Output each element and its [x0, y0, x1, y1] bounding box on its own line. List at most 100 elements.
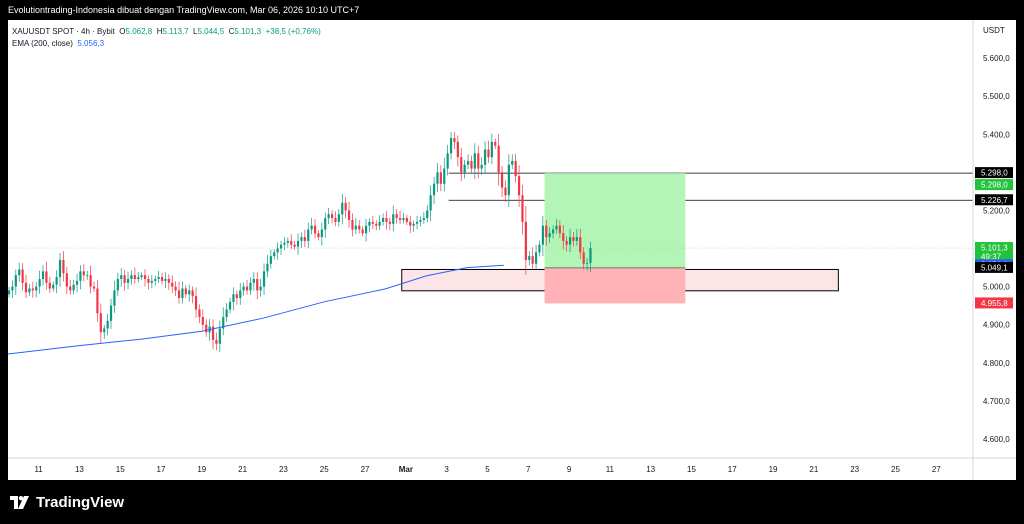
candle-body	[215, 339, 218, 344]
candle-body	[167, 278, 170, 283]
candle-body	[361, 229, 364, 234]
candle	[589, 241, 592, 273]
candle	[191, 286, 194, 304]
candle	[65, 266, 68, 295]
candle	[82, 263, 85, 282]
candle	[341, 193, 344, 224]
time-tick-label: 21	[809, 465, 818, 474]
ema-label[interactable]: EMA (200, close)	[12, 39, 73, 48]
candle-body	[419, 219, 422, 222]
candle-body	[86, 275, 89, 276]
footer-bar: TradingView	[0, 480, 1024, 524]
candle	[259, 279, 262, 297]
candle-body	[589, 248, 592, 263]
candle	[198, 304, 201, 324]
candle	[517, 165, 521, 207]
candle	[99, 303, 102, 344]
candle	[55, 270, 58, 294]
price-badge-black: 5.049,1	[975, 261, 1013, 273]
time-tick-label: 23	[279, 465, 288, 474]
tradingview-logo[interactable]: TradingView	[10, 494, 124, 511]
candle-body	[392, 214, 395, 224]
candle	[446, 144, 449, 176]
candle-body	[181, 288, 184, 299]
candle	[504, 180, 507, 203]
chart-panel[interactable]: USDT5.600,05.500,05.400,05.300,05.200,05…	[8, 20, 1016, 480]
candle	[181, 281, 184, 304]
candle	[303, 229, 306, 248]
candle-body	[133, 275, 136, 279]
high-value: 5.113,7	[162, 27, 189, 36]
candle-body	[514, 160, 517, 177]
candle-body	[126, 278, 130, 283]
candle	[409, 215, 412, 234]
candle-body	[409, 221, 412, 226]
candle	[531, 247, 534, 270]
candle-body	[198, 309, 201, 318]
candle-body	[31, 288, 34, 291]
candle	[58, 252, 62, 288]
candle-body	[517, 176, 521, 196]
candle	[392, 205, 395, 232]
candle	[8, 287, 11, 298]
close-label: C	[228, 27, 235, 36]
candle-body	[381, 218, 385, 222]
candle-body	[211, 326, 215, 340]
candle	[89, 265, 92, 294]
candle	[239, 283, 242, 305]
candle-body	[385, 218, 388, 222]
candle-body	[262, 271, 266, 287]
candle	[453, 132, 456, 150]
candle	[364, 218, 368, 242]
price-chart[interactable]: USDT5.600,05.500,05.400,05.300,05.200,05…	[8, 20, 1016, 480]
candle	[388, 217, 391, 231]
candle-body	[429, 195, 432, 211]
candle	[337, 208, 340, 227]
candle	[62, 251, 65, 282]
attribution-text: Evolutiontrading-Indonesia dibuat dengan…	[8, 5, 360, 15]
candle-body	[439, 172, 442, 184]
candle	[48, 276, 51, 293]
ema-line-legend: EMA (200, close) 5.056,3	[12, 38, 321, 50]
candle-body	[395, 214, 398, 219]
symbol-info[interactable]: XAUUSDT SPOT · 4h · Bybit	[12, 27, 115, 36]
candle	[188, 284, 191, 302]
candle	[160, 272, 164, 285]
candle	[242, 282, 245, 296]
candle	[480, 157, 483, 175]
candle-body	[28, 288, 31, 293]
candle-body	[531, 256, 534, 264]
price-tick-label: 5.500,0	[983, 92, 1010, 101]
price-badge-label: 5.298,0	[981, 181, 1008, 190]
candle-body	[310, 225, 313, 230]
candle-body	[466, 160, 470, 165]
price-tick-label: 5.200,0	[983, 206, 1010, 215]
candle	[252, 271, 255, 291]
candle	[45, 261, 48, 290]
candle	[310, 217, 313, 235]
candle-body	[140, 275, 143, 278]
time-tick-label: 5	[485, 465, 490, 474]
candle	[86, 270, 89, 280]
candle	[167, 274, 170, 290]
price-tick-label: 5.000,0	[983, 283, 1010, 292]
candle-body	[41, 271, 45, 279]
candle	[123, 269, 126, 291]
candle-body	[123, 275, 126, 283]
candle-body	[351, 219, 354, 230]
candle-body	[388, 221, 391, 224]
open-value: 5.062,8	[125, 27, 153, 36]
time-tick-label: 11	[34, 465, 43, 474]
candle-body	[562, 233, 565, 241]
candle-body	[354, 225, 357, 230]
candle-body	[480, 164, 483, 169]
candle	[477, 145, 480, 179]
candle	[262, 263, 266, 295]
price-tick-label: 5.600,0	[983, 54, 1010, 63]
time-tick-label: 19	[197, 465, 206, 474]
candle-body	[558, 225, 561, 234]
candle-body	[497, 145, 500, 173]
candle	[330, 210, 334, 224]
candle-body	[72, 284, 75, 291]
candle	[31, 281, 34, 298]
